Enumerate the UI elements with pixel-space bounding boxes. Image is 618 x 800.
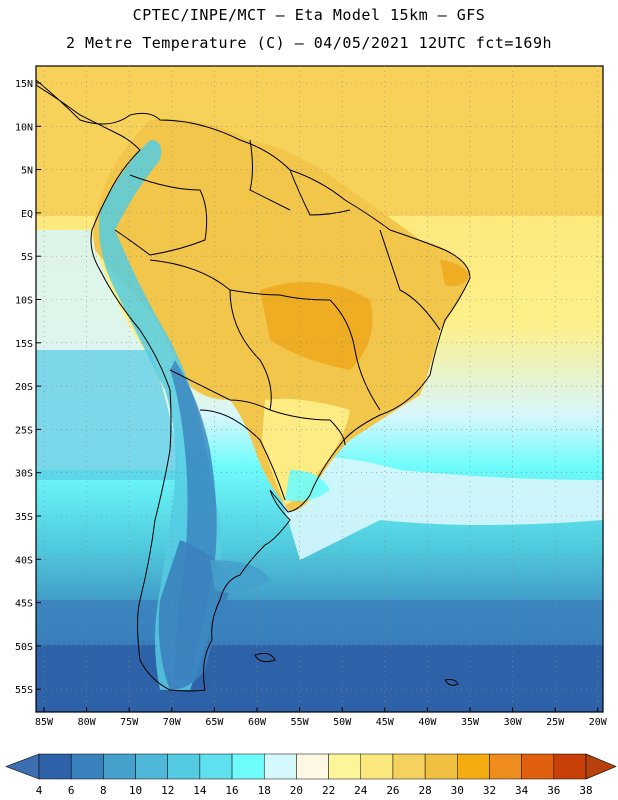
colorbar-swatch [263,753,297,780]
colorbar-swatch [521,753,555,780]
colorbar-label: 12 [161,784,174,797]
colorbar-label: 26 [386,784,399,797]
colorbar-swatch [328,753,362,780]
colorbar-high-arrow [585,753,617,780]
lat-label: 5S [21,252,33,263]
lon-label: 75W [120,717,139,728]
colorbar-swatch [103,753,136,780]
lon-label: 65W [205,717,224,728]
colorbar-swatch [489,753,522,780]
colorbar-swatch [424,753,458,780]
lon-label: 40W [418,717,437,728]
map-field [36,66,603,712]
colorbar-swatch [296,753,329,780]
graticule [36,66,603,712]
colorbar-label: 10 [129,784,142,797]
lat-label: 55S [15,685,33,696]
colorbar-label: 4 [36,784,43,797]
lat-label: 25S [15,425,33,436]
lat-label: EQ [21,209,33,220]
lon-label: 35W [461,717,480,728]
lat-label: 50S [15,642,33,653]
colorbar-swatch [70,753,104,780]
lat-label: 20S [15,382,33,393]
colorbar-label: 24 [354,784,368,797]
colorbar-swatch [135,753,168,780]
colorbar-label: 38 [579,784,592,797]
lat-label: 10S [15,296,33,307]
lon-label: 85W [35,717,54,728]
colorbar-label: 6 [68,784,75,797]
chart-subtitle: 2 Metre Temperature (C) – 04/05/2021 12U… [65,34,553,52]
colorbar-label: 22 [322,784,335,797]
colorbar-labels: 4 6 8 10 12 14 16 18 20 22 24 26 28 30 32 34 36 38 [36,784,593,797]
colorbar-swatch [457,753,490,780]
colorbar-label: 28 [418,784,431,797]
colorbar-swatch [231,753,265,780]
map-frame [35,65,604,713]
lat-label: 45S [15,599,33,610]
colorbar-label: 18 [258,784,271,797]
latitude-labels: 15N 10N 5N EQ 5S 10S 15S 20S 25S 30S 35S 40S 45S 50S 5… [15,79,33,696]
lat-label: 40S [15,555,33,566]
lat-label: 35S [15,512,33,523]
colorbar-label: 14 [193,784,207,797]
colorbar-label: 36 [547,784,560,797]
colorbar-swatch [38,753,72,780]
lon-label: 70W [163,717,182,728]
lon-label: 50W [333,717,352,728]
lon-label: 20W [589,717,608,728]
colorbar [5,753,617,780]
lon-label: 45W [376,717,395,728]
colorbar-swatch [199,753,233,780]
colorbar-swatch [360,753,394,780]
colorbar-label: 20 [290,784,303,797]
colorbar-swatch [392,753,426,780]
colorbar-label: 8 [100,784,107,797]
lat-label: 10N [15,122,33,133]
coastlines [36,79,471,692]
chart-title: CPTEC/INPE/MCT – Eta Model 15km – GFS [132,6,486,24]
lon-label: 25W [546,717,565,728]
lon-label: 55W [291,717,310,728]
colorbar-swatch [553,753,587,780]
longitude-labels: 85W 80W 75W 70W 65W 60W 55W 50W 45W 40W 35W 30W 25W 2… [35,717,608,728]
colorbar-label: 16 [225,784,238,797]
lat-label: 30S [15,469,33,480]
lon-label: 60W [248,717,267,728]
colorbar-label: 30 [451,784,464,797]
lat-label: 5N [21,166,33,177]
colorbar-label: 32 [483,784,496,797]
lon-label: 30W [504,717,523,728]
lat-label: 15N [15,79,33,90]
colorbar-swatch [167,753,201,780]
colorbar-label: 34 [515,784,529,797]
colorbar-low-arrow [5,753,40,780]
lat-label: 15S [15,339,33,350]
lon-label: 80W [78,717,97,728]
